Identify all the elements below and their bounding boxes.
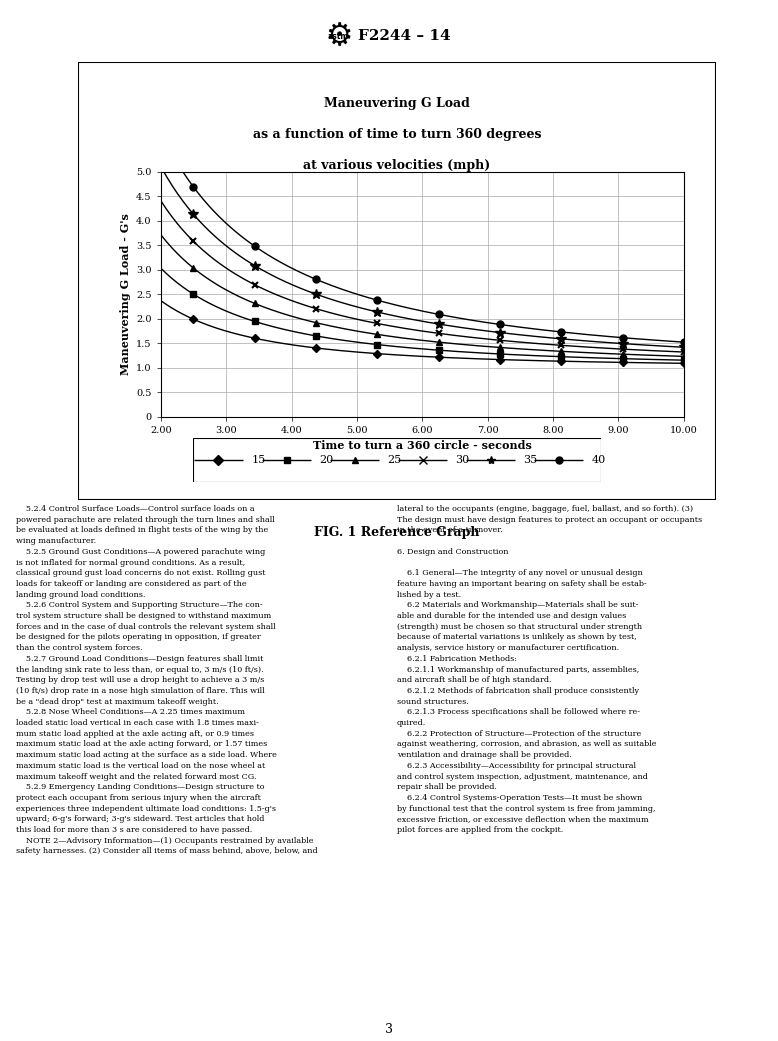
Text: astm: astm xyxy=(328,32,349,41)
Text: lateral to the occupants (engine, baggage, fuel, ballast, and so forth). (3)
The: lateral to the occupants (engine, baggag… xyxy=(397,505,702,834)
Text: 40: 40 xyxy=(591,455,605,465)
Text: 25: 25 xyxy=(387,455,401,465)
Text: FIG. 1 Reference Graph: FIG. 1 Reference Graph xyxy=(314,526,479,539)
X-axis label: Time to turn a 360 circle - seconds: Time to turn a 360 circle - seconds xyxy=(313,440,531,451)
Text: as a function of time to turn 360 degrees: as a function of time to turn 360 degree… xyxy=(253,128,541,141)
Text: F2244 – 14: F2244 – 14 xyxy=(358,29,450,44)
Y-axis label: Maneuvering G Load - G's: Maneuvering G Load - G's xyxy=(120,213,131,375)
Text: 20: 20 xyxy=(319,455,334,465)
Text: 15: 15 xyxy=(251,455,265,465)
Text: at various velocities (mph): at various velocities (mph) xyxy=(303,158,490,172)
Text: 5.2.4 Control Surface Loads—Control surface loads on a
powered parachute are rel: 5.2.4 Control Surface Loads—Control surf… xyxy=(16,505,317,856)
Text: 35: 35 xyxy=(524,455,538,465)
Text: Maneuvering G Load: Maneuvering G Load xyxy=(324,98,470,110)
Text: 30: 30 xyxy=(455,455,470,465)
Text: ⚙: ⚙ xyxy=(324,22,352,51)
Text: 3: 3 xyxy=(385,1022,393,1036)
